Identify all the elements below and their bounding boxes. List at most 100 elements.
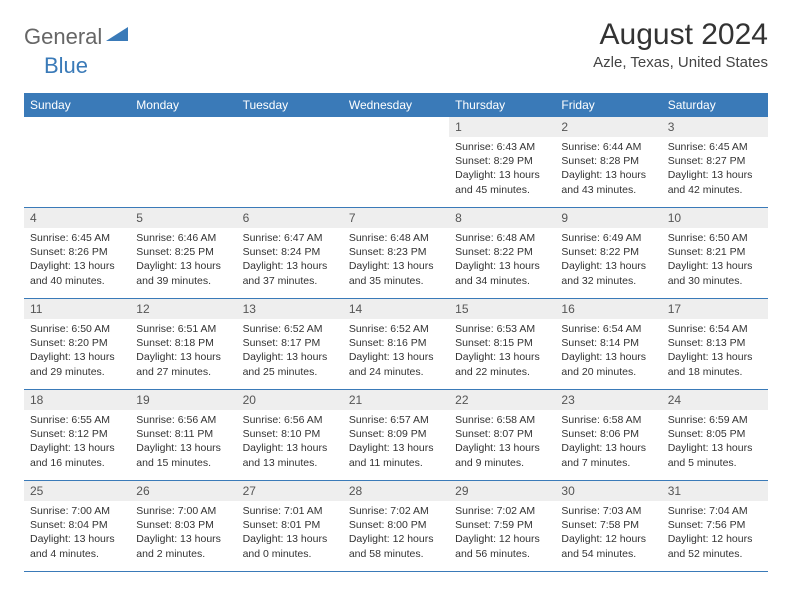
- day-number: 7: [343, 208, 449, 228]
- week-row: 11Sunrise: 6:50 AMSunset: 8:20 PMDayligh…: [24, 299, 768, 390]
- day-cell: 31Sunrise: 7:04 AMSunset: 7:56 PMDayligh…: [662, 481, 768, 571]
- day-content: Sunrise: 6:57 AMSunset: 8:09 PMDaylight:…: [343, 410, 449, 476]
- day-number: 2: [555, 117, 661, 137]
- day-number: [24, 117, 130, 123]
- day-content: Sunrise: 6:46 AMSunset: 8:25 PMDaylight:…: [130, 228, 236, 294]
- day-content: Sunrise: 6:59 AMSunset: 8:05 PMDaylight:…: [662, 410, 768, 476]
- daylight-text: Daylight: 13 hours and 39 minutes.: [136, 259, 230, 287]
- day-number: 22: [449, 390, 555, 410]
- day-cell: 25Sunrise: 7:00 AMSunset: 8:04 PMDayligh…: [24, 481, 130, 571]
- day-number: 15: [449, 299, 555, 319]
- sunset-text: Sunset: 8:24 PM: [243, 245, 337, 259]
- sunrise-text: Sunrise: 6:50 AM: [668, 231, 762, 245]
- day-content: Sunrise: 6:50 AMSunset: 8:20 PMDaylight:…: [24, 319, 130, 385]
- sunrise-text: Sunrise: 6:46 AM: [136, 231, 230, 245]
- weekday-sat: Saturday: [662, 93, 768, 117]
- sunset-text: Sunset: 8:07 PM: [455, 427, 549, 441]
- week-row: 1Sunrise: 6:43 AMSunset: 8:29 PMDaylight…: [24, 117, 768, 208]
- daylight-text: Daylight: 13 hours and 42 minutes.: [668, 168, 762, 196]
- daylight-text: Daylight: 13 hours and 5 minutes.: [668, 441, 762, 469]
- daylight-text: Daylight: 12 hours and 58 minutes.: [349, 532, 443, 560]
- day-number: 9: [555, 208, 661, 228]
- sunrise-text: Sunrise: 6:49 AM: [561, 231, 655, 245]
- day-content: Sunrise: 7:03 AMSunset: 7:58 PMDaylight:…: [555, 501, 661, 567]
- day-cell: 2Sunrise: 6:44 AMSunset: 8:28 PMDaylight…: [555, 117, 661, 207]
- sunset-text: Sunset: 8:00 PM: [349, 518, 443, 532]
- sunset-text: Sunset: 8:18 PM: [136, 336, 230, 350]
- day-content: Sunrise: 6:47 AMSunset: 8:24 PMDaylight:…: [237, 228, 343, 294]
- day-cell: 29Sunrise: 7:02 AMSunset: 7:59 PMDayligh…: [449, 481, 555, 571]
- day-content: Sunrise: 7:01 AMSunset: 8:01 PMDaylight:…: [237, 501, 343, 567]
- day-number: 11: [24, 299, 130, 319]
- sunrise-text: Sunrise: 6:48 AM: [349, 231, 443, 245]
- logo-text-blue: Blue: [44, 53, 88, 78]
- day-content: Sunrise: 6:45 AMSunset: 8:26 PMDaylight:…: [24, 228, 130, 294]
- day-number: 20: [237, 390, 343, 410]
- day-number: 26: [130, 481, 236, 501]
- day-cell: 20Sunrise: 6:56 AMSunset: 8:10 PMDayligh…: [237, 390, 343, 480]
- sunrise-text: Sunrise: 6:51 AM: [136, 322, 230, 336]
- day-cell: 10Sunrise: 6:50 AMSunset: 8:21 PMDayligh…: [662, 208, 768, 298]
- sunset-text: Sunset: 8:05 PM: [668, 427, 762, 441]
- day-number: 1: [449, 117, 555, 137]
- day-content: Sunrise: 6:52 AMSunset: 8:16 PMDaylight:…: [343, 319, 449, 385]
- sunset-text: Sunset: 8:27 PM: [668, 154, 762, 168]
- day-cell: 19Sunrise: 6:56 AMSunset: 8:11 PMDayligh…: [130, 390, 236, 480]
- sunset-text: Sunset: 7:58 PM: [561, 518, 655, 532]
- day-content: Sunrise: 6:52 AMSunset: 8:17 PMDaylight:…: [237, 319, 343, 385]
- day-number: 30: [555, 481, 661, 501]
- day-content: Sunrise: 6:53 AMSunset: 8:15 PMDaylight:…: [449, 319, 555, 385]
- weekday-tue: Tuesday: [237, 93, 343, 117]
- sunset-text: Sunset: 8:06 PM: [561, 427, 655, 441]
- day-cell: 22Sunrise: 6:58 AMSunset: 8:07 PMDayligh…: [449, 390, 555, 480]
- sunset-text: Sunset: 8:17 PM: [243, 336, 337, 350]
- sunset-text: Sunset: 8:13 PM: [668, 336, 762, 350]
- daylight-text: Daylight: 13 hours and 34 minutes.: [455, 259, 549, 287]
- day-content: Sunrise: 6:48 AMSunset: 8:22 PMDaylight:…: [449, 228, 555, 294]
- daylight-text: Daylight: 13 hours and 13 minutes.: [243, 441, 337, 469]
- sunrise-text: Sunrise: 6:45 AM: [30, 231, 124, 245]
- day-number: 31: [662, 481, 768, 501]
- day-cell: [130, 117, 236, 207]
- sunset-text: Sunset: 8:28 PM: [561, 154, 655, 168]
- sunrise-text: Sunrise: 6:45 AM: [668, 140, 762, 154]
- daylight-text: Daylight: 13 hours and 45 minutes.: [455, 168, 549, 196]
- day-cell: 27Sunrise: 7:01 AMSunset: 8:01 PMDayligh…: [237, 481, 343, 571]
- day-number: 28: [343, 481, 449, 501]
- sunset-text: Sunset: 8:20 PM: [30, 336, 124, 350]
- day-cell: 23Sunrise: 6:58 AMSunset: 8:06 PMDayligh…: [555, 390, 661, 480]
- weekday-sun: Sunday: [24, 93, 130, 117]
- title-block: August 2024 Azle, Texas, United States: [593, 18, 768, 71]
- sunset-text: Sunset: 7:59 PM: [455, 518, 549, 532]
- daylight-text: Daylight: 13 hours and 30 minutes.: [668, 259, 762, 287]
- sunset-text: Sunset: 8:22 PM: [561, 245, 655, 259]
- daylight-text: Daylight: 13 hours and 22 minutes.: [455, 350, 549, 378]
- day-number: 24: [662, 390, 768, 410]
- day-content: Sunrise: 6:48 AMSunset: 8:23 PMDaylight:…: [343, 228, 449, 294]
- sunrise-text: Sunrise: 6:47 AM: [243, 231, 337, 245]
- daylight-text: Daylight: 13 hours and 32 minutes.: [561, 259, 655, 287]
- sunset-text: Sunset: 8:15 PM: [455, 336, 549, 350]
- day-number: 25: [24, 481, 130, 501]
- sunrise-text: Sunrise: 6:58 AM: [561, 413, 655, 427]
- daylight-text: Daylight: 13 hours and 15 minutes.: [136, 441, 230, 469]
- day-cell: 14Sunrise: 6:52 AMSunset: 8:16 PMDayligh…: [343, 299, 449, 389]
- day-cell: [343, 117, 449, 207]
- sunrise-text: Sunrise: 6:52 AM: [349, 322, 443, 336]
- day-cell: [24, 117, 130, 207]
- day-content: Sunrise: 7:00 AMSunset: 8:04 PMDaylight:…: [24, 501, 130, 567]
- day-cell: 15Sunrise: 6:53 AMSunset: 8:15 PMDayligh…: [449, 299, 555, 389]
- sunset-text: Sunset: 8:01 PM: [243, 518, 337, 532]
- day-number: 13: [237, 299, 343, 319]
- day-cell: 8Sunrise: 6:48 AMSunset: 8:22 PMDaylight…: [449, 208, 555, 298]
- sunset-text: Sunset: 7:56 PM: [668, 518, 762, 532]
- day-number: 3: [662, 117, 768, 137]
- day-cell: 12Sunrise: 6:51 AMSunset: 8:18 PMDayligh…: [130, 299, 236, 389]
- day-content: Sunrise: 7:04 AMSunset: 7:56 PMDaylight:…: [662, 501, 768, 567]
- day-content: Sunrise: 6:54 AMSunset: 8:14 PMDaylight:…: [555, 319, 661, 385]
- day-number: 6: [237, 208, 343, 228]
- day-cell: 9 Sunrise: 6:49 AMSunset: 8:22 PMDaylight…: [555, 208, 661, 298]
- daylight-text: Daylight: 12 hours and 52 minutes.: [668, 532, 762, 560]
- daylight-text: Daylight: 13 hours and 35 minutes.: [349, 259, 443, 287]
- day-cell: [237, 117, 343, 207]
